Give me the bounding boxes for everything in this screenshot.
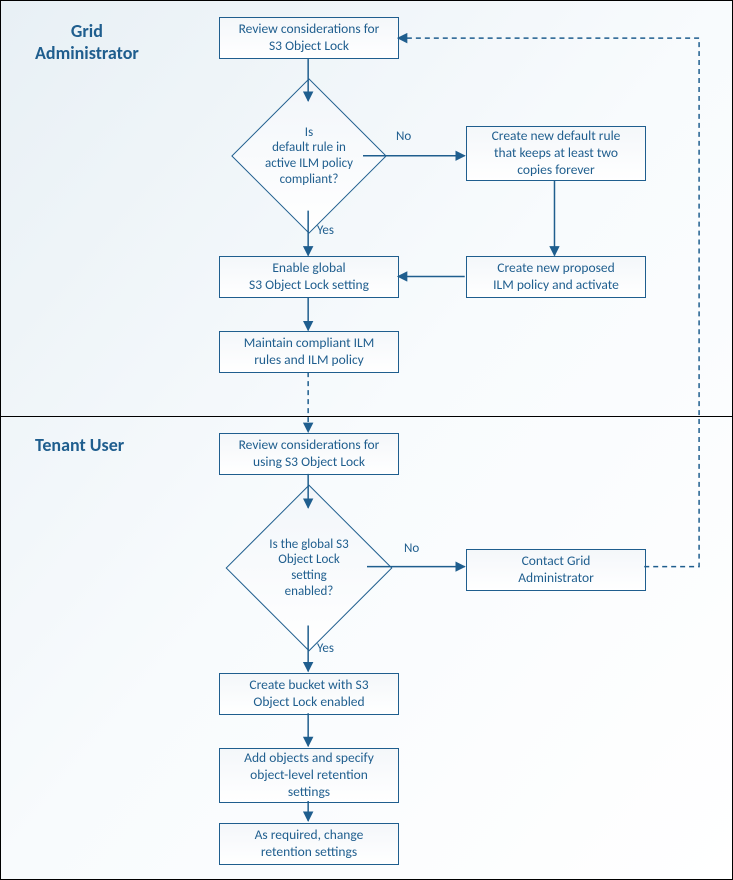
node-review-s3-object-lock: Review considerations forS3 Object Lock (219, 17, 399, 59)
node-add-objects: Add objects and specifyobject-level rete… (219, 748, 399, 803)
edge-label-d1-yes: Yes (317, 223, 334, 238)
flowchart-canvas: GridAdministrator Tenant User Review con… (0, 0, 733, 880)
edge-label-d2-yes: Yes (317, 641, 334, 656)
section-label-tenant-user: Tenant User (35, 435, 124, 457)
node-contact-grid-admin: Contact GridAdministrator (466, 549, 646, 591)
node-enable-global-lock: Enable globalS3 Object Lock setting (219, 256, 399, 298)
section-divider (1, 416, 732, 417)
decision-ilm-compliant-text: Isdefault rule inactive ILM policycompli… (254, 101, 364, 211)
node-review-using-lock: Review considerations forusing S3 Object… (219, 433, 399, 475)
node-change-retention: As required, changeretention settings (219, 823, 399, 865)
decision-global-enabled-text: Is the global S3Object Lock settingenabl… (250, 509, 368, 627)
node-create-bucket: Create bucket with S3Object Lock enabled (219, 673, 399, 715)
node-maintain-ilm: Maintain compliant ILMrules and ILM poli… (219, 331, 399, 373)
node-create-default-rule: Create new default rulethat keeps at lea… (466, 126, 646, 181)
section-label-grid-admin: GridAdministrator (35, 21, 139, 64)
node-create-proposed-ilm: Create new proposedILM policy and activa… (466, 256, 646, 298)
edge-label-d2-no: No (404, 541, 419, 556)
edge-label-d1-no: No (396, 129, 411, 144)
decision-global-enabled: Is the global S3Object Lock settingenabl… (250, 509, 368, 627)
decision-ilm-compliant: Isdefault rule inactive ILM policycompli… (254, 101, 364, 211)
